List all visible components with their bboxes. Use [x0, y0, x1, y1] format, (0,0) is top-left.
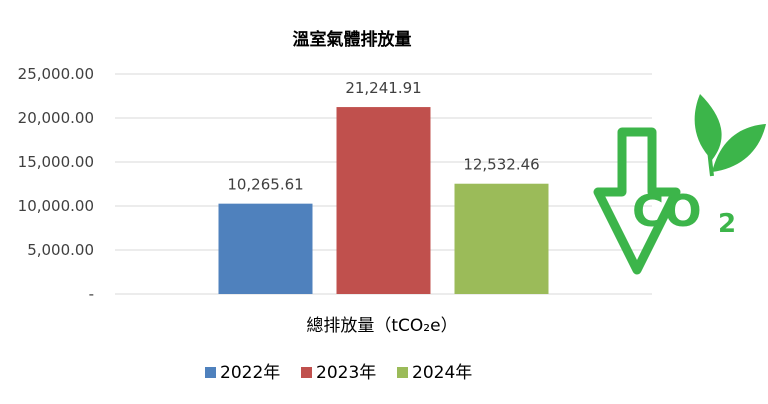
legend-label: 2023年 [316, 363, 376, 383]
co2-reduction-icon: CO 2 [593, 94, 766, 275]
y-axis: - 5,000.00 10,000.00 15,000.00 20,000.00 25,0… [18, 65, 94, 303]
y-tick-label: 10,000.00 [18, 197, 94, 215]
data-labels: 10,265.61 21,241.91 12,532.46 [227, 79, 539, 194]
bars [218, 107, 549, 294]
legend-swatch [397, 367, 408, 378]
legend-swatch [205, 367, 216, 378]
bar [336, 107, 431, 294]
x-axis-label: 總排放量（tCO₂e） [306, 316, 457, 336]
y-tick-label: 15,000.00 [18, 153, 94, 171]
legend-swatch [301, 367, 312, 378]
y-tick-label: 25,000.00 [18, 65, 94, 83]
leaf-icon [712, 124, 766, 172]
co2-icon-text: CO [632, 186, 702, 237]
y-tick-label: 20,000.00 [18, 109, 94, 127]
bar [218, 203, 313, 294]
bar [454, 183, 549, 294]
down-arrow-icon [593, 127, 681, 275]
legend-label: 2024年 [412, 363, 472, 383]
chart-title: 溫室氣體排放量 [293, 29, 412, 50]
y-tick-label: 5,000.00 [27, 241, 94, 259]
legend-label: 2022年 [220, 363, 280, 383]
co2-icon-subscript: 2 [718, 209, 736, 239]
leaf-stem-icon [703, 109, 714, 177]
data-label: 21,241.91 [345, 79, 421, 97]
legend: 2022年 2023年 2024年 [205, 363, 472, 383]
data-label: 12,532.46 [463, 156, 539, 174]
y-tick-label: - [89, 285, 94, 303]
data-label: 10,265.61 [227, 176, 303, 194]
